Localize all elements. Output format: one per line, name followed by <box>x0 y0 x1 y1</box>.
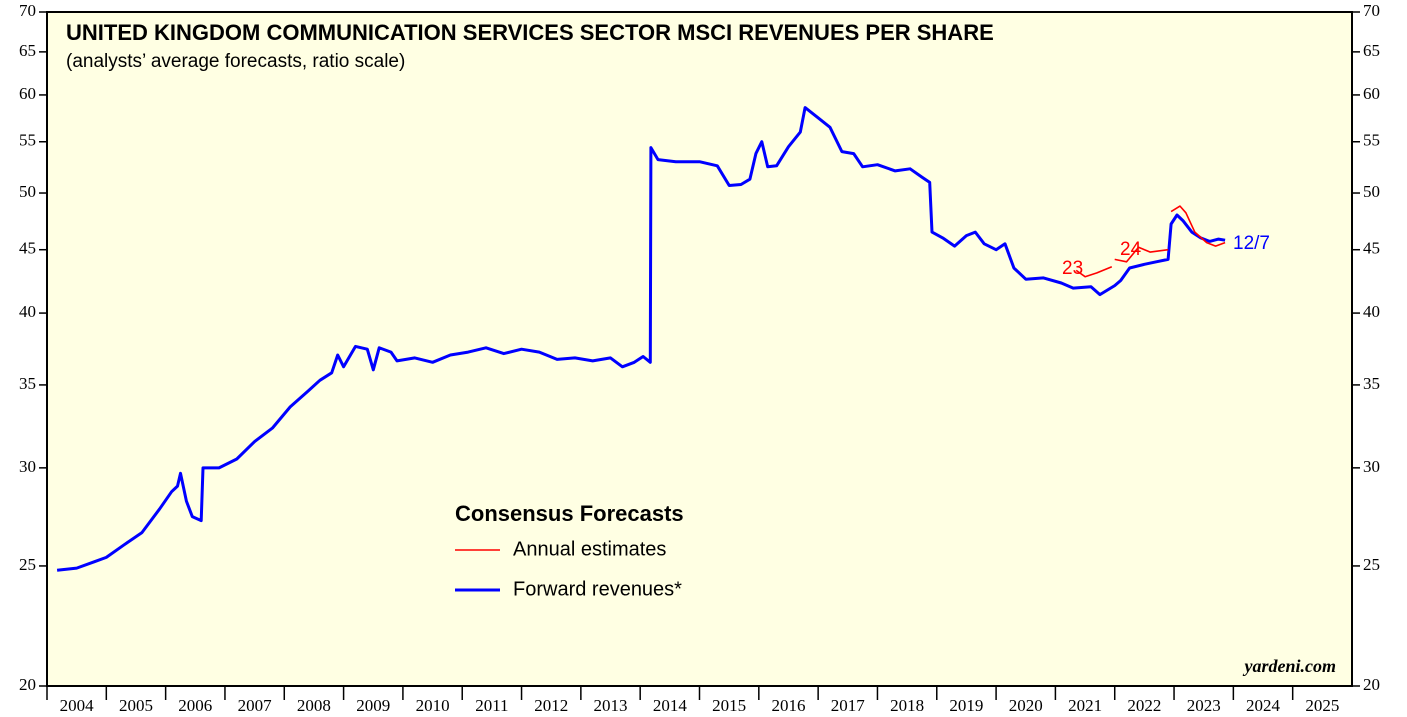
y2-tick-label: 35 <box>1363 374 1380 393</box>
line-series <box>56 106 1226 572</box>
y2-tick-label: 50 <box>1363 182 1380 201</box>
y-tick-label: 35 <box>19 374 36 393</box>
x-tick-label: 2011 <box>475 696 508 715</box>
line-series <box>1075 205 1226 278</box>
x-tick-label: 2006 <box>178 696 212 715</box>
annotation: 23 <box>1062 258 1083 279</box>
x-tick-label: 2017 <box>831 696 866 715</box>
annotation: 12/7 <box>1233 233 1270 254</box>
y-tick-label: 60 <box>19 84 36 103</box>
y-tick-label: 70 <box>19 1 36 20</box>
y2-tick-label: 65 <box>1363 41 1380 60</box>
y2-tick-label: 60 <box>1363 84 1380 103</box>
y-tick-label: 55 <box>19 131 36 150</box>
y-tick-label: 40 <box>19 302 36 321</box>
y-tick-label: 50 <box>19 182 36 201</box>
y-tick-label: 20 <box>19 675 36 694</box>
legend-label: Annual estimates <box>513 538 666 560</box>
chart-title: UNITED KINGDOM COMMUNICATION SERVICES SE… <box>66 20 994 45</box>
y2-tick-label: 30 <box>1363 457 1380 476</box>
y2-tick-label: 40 <box>1363 302 1380 321</box>
x-tick-label: 2008 <box>297 696 331 715</box>
y-tick-label: 65 <box>19 41 36 60</box>
x-tick-label: 2024 <box>1246 696 1281 715</box>
y-tick-label: 30 <box>19 457 36 476</box>
x-tick-label: 2004 <box>60 696 95 715</box>
x-tick-label: 2013 <box>594 696 628 715</box>
y2-tick-label: 25 <box>1363 555 1380 574</box>
y-tick-label: 45 <box>19 239 36 258</box>
x-tick-label: 2020 <box>1009 696 1043 715</box>
y2-tick-label: 70 <box>1363 1 1380 20</box>
x-tick-label: 2019 <box>949 696 983 715</box>
x-tick-label: 2015 <box>712 696 746 715</box>
x-tick-label: 2005 <box>119 696 153 715</box>
x-tick-label: 2018 <box>890 696 924 715</box>
x-tick-label: 2022 <box>1127 696 1161 715</box>
x-tick-label: 2025 <box>1305 696 1339 715</box>
y-tick-label: 25 <box>19 555 36 574</box>
x-tick-label: 2009 <box>356 696 390 715</box>
legend-title: Consensus Forecasts <box>455 501 684 526</box>
plot-area <box>46 11 1353 687</box>
x-tick-label: 2007 <box>238 696 273 715</box>
legend-label: Forward revenues* <box>513 578 682 600</box>
y2-tick-label: 45 <box>1363 239 1380 258</box>
x-tick-label: 2016 <box>771 696 805 715</box>
y2-tick-label: 55 <box>1363 131 1380 150</box>
x-tick-label: 2014 <box>653 696 688 715</box>
x-tick-label: 2023 <box>1187 696 1221 715</box>
credit: yardeni.com <box>1243 656 1337 676</box>
chart-subtitle: (analysts’ average forecasts, ratio scal… <box>66 51 405 72</box>
annotation: 24 <box>1120 239 1142 260</box>
x-tick-label: 2021 <box>1068 696 1102 715</box>
y2-tick-label: 20 <box>1363 675 1380 694</box>
x-tick-label: 2010 <box>416 696 450 715</box>
x-tick-label: 2012 <box>534 696 568 715</box>
